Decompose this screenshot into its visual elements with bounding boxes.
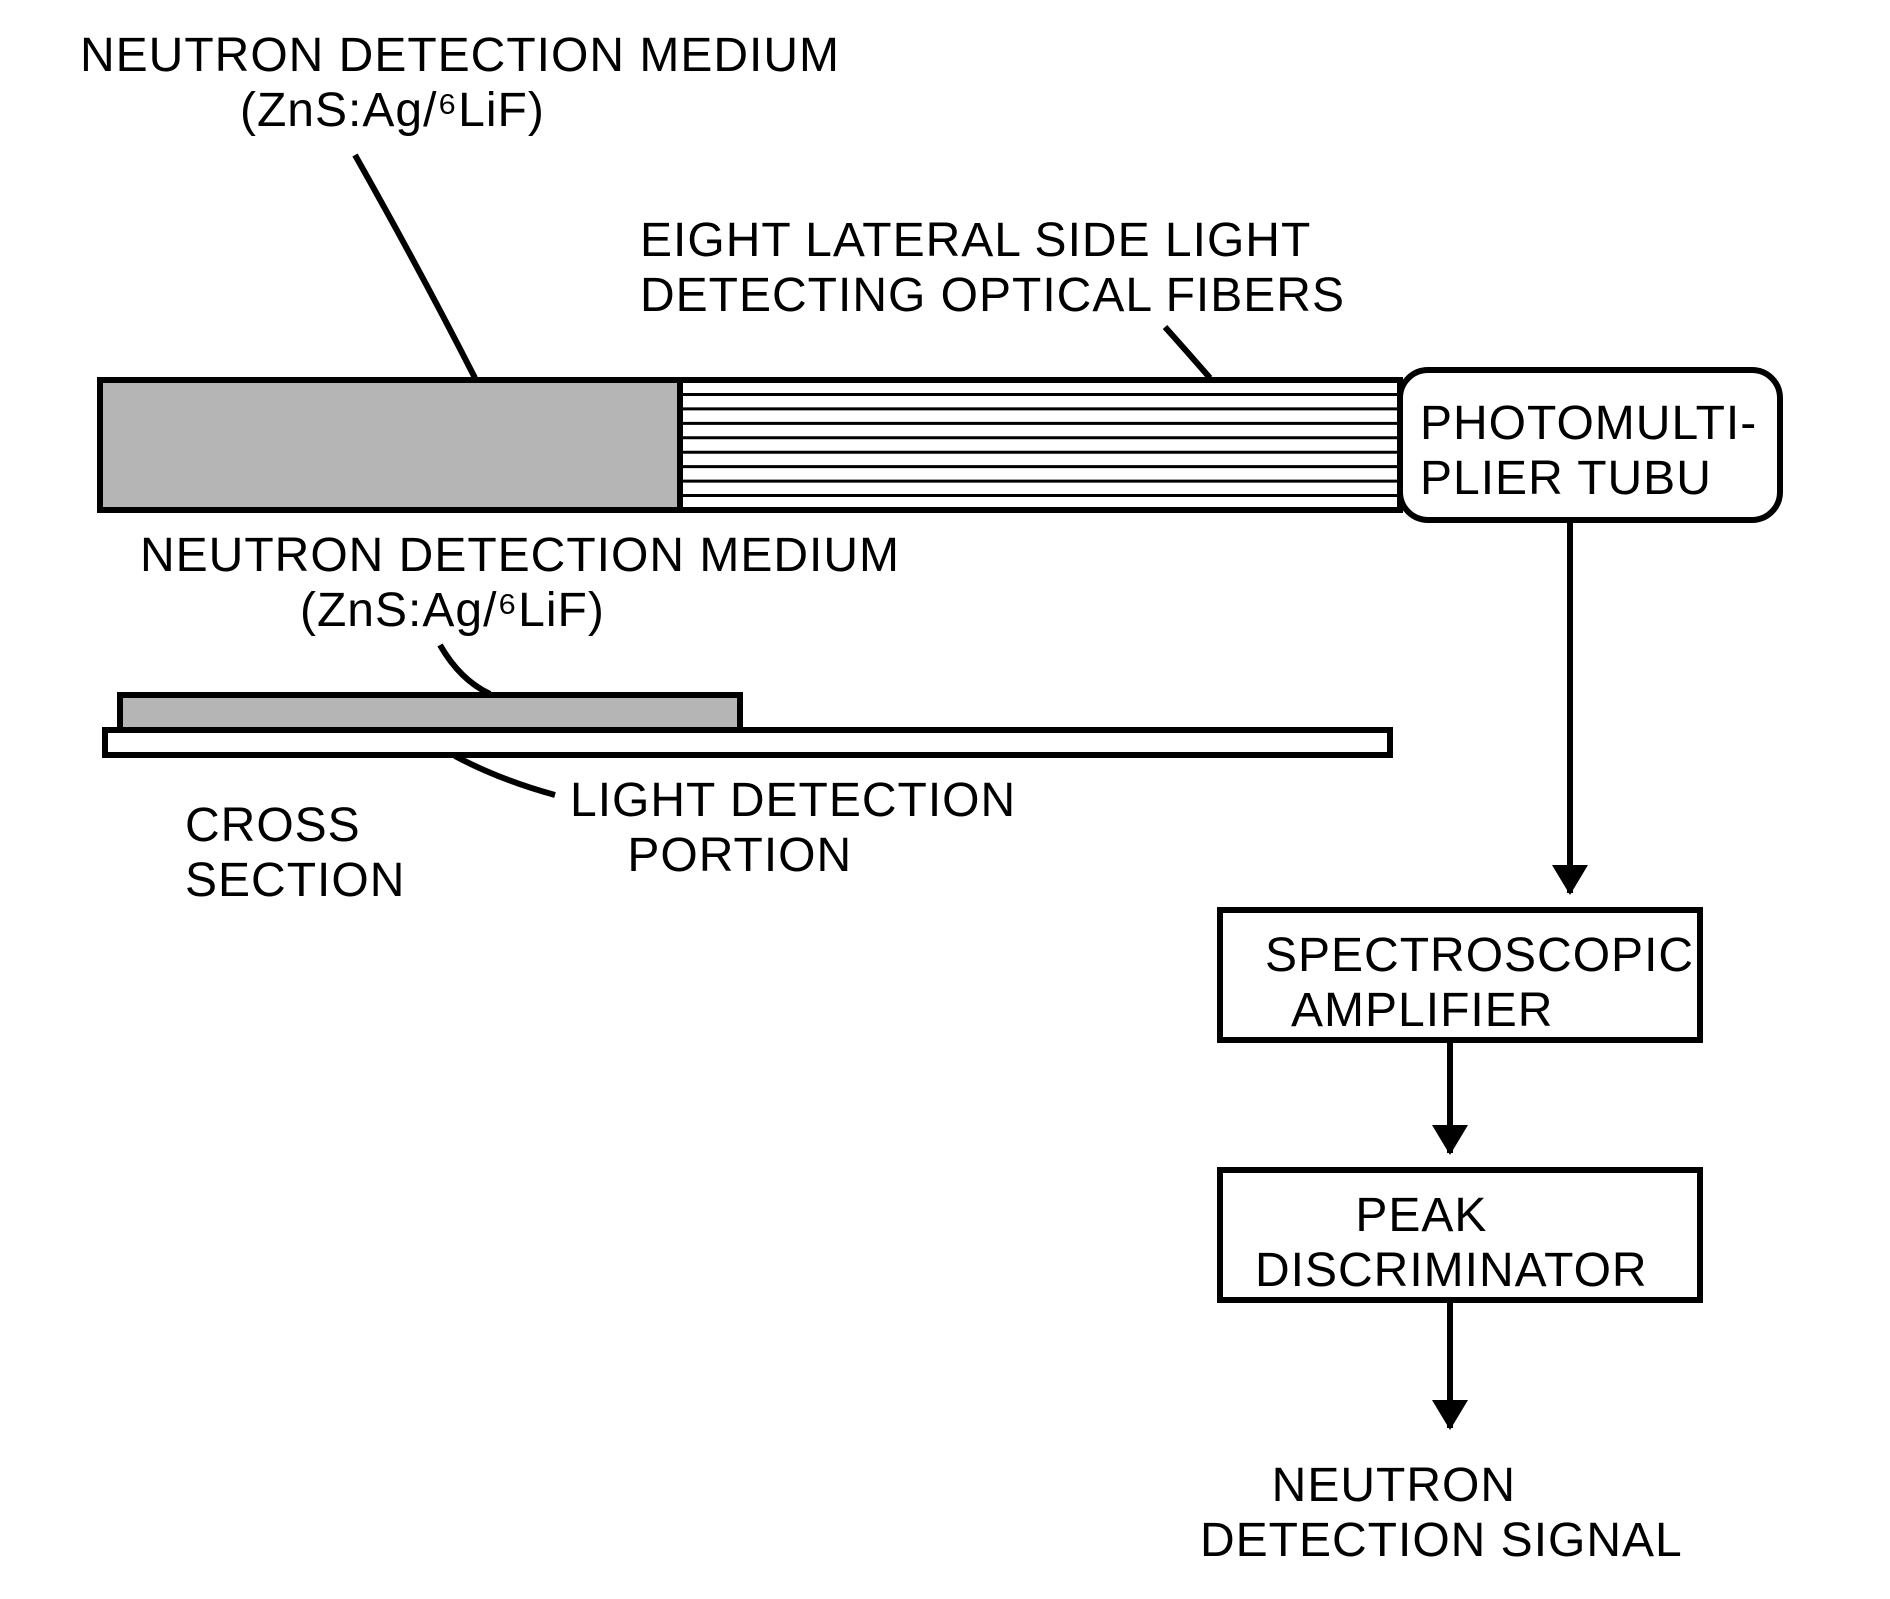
label-fibers-1: EIGHT LATERAL SIDE LIGHT [640, 215, 1311, 268]
label-signal-1: NEUTRON [1200, 1460, 1516, 1513]
fiber-block [680, 380, 1400, 510]
label-cross-1: CROSS [185, 800, 361, 853]
arrow-spec-peak-head [1432, 1125, 1468, 1155]
label-pmt-1: PHOTOMULTI- [1420, 398, 1757, 451]
label-spec-amp-1: SPECTROSCOPIC [1265, 930, 1694, 983]
neutron-medium-cross [120, 695, 740, 730]
label-top-medium-2: (ZnS:Ag/⁶LiF) [240, 85, 545, 138]
leader-fibers [1165, 327, 1210, 378]
leader-top-medium [355, 155, 475, 378]
label-light-det-1: LIGHT DETECTION [570, 775, 1016, 828]
label-mid-medium-1: NEUTRON DETECTION MEDIUM [140, 530, 900, 583]
leader-light-det [455, 756, 555, 795]
label-light-det-2: PORTION [570, 830, 852, 883]
label-fibers-2: DETECTING OPTICAL FIBERS [640, 270, 1345, 323]
label-pmt-2: PLIER TUBU [1420, 453, 1712, 506]
label-signal-2: DETECTION SIGNAL [1200, 1515, 1683, 1568]
label-top-medium-1: NEUTRON DETECTION MEDIUM [80, 30, 840, 83]
label-mid-medium-2: (ZnS:Ag/⁶LiF) [300, 585, 605, 638]
light-detection-strip [105, 730, 1390, 755]
arrow-peak-signal-head [1432, 1400, 1468, 1430]
label-cross-2: SECTION [185, 855, 405, 908]
leader-mid-medium [440, 645, 490, 694]
arrow-pmt-spec-head [1552, 865, 1588, 895]
label-peak-1: PEAK [1255, 1190, 1487, 1243]
label-spec-amp-2: AMPLIFIER [1265, 985, 1553, 1038]
label-peak-2: DISCRIMINATOR [1255, 1245, 1648, 1298]
neutron-medium-top [100, 380, 680, 510]
